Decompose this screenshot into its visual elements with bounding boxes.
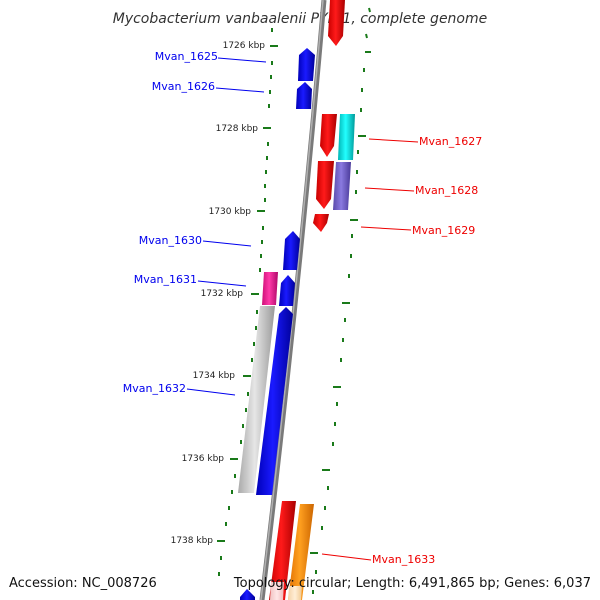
gene-label-mvan-1628[interactable]: Mvan_1628 [415,184,478,197]
light-pink-feature [270,582,284,600]
gene-arrow-top-partial[interactable] [328,0,345,46]
reverse-strand-track [269,0,355,600]
grey-feature[interactable] [238,306,275,493]
gene-label-mvan-1629[interactable]: Mvan_1629 [412,224,475,237]
gene-arrow-mvan-1627[interactable] [320,114,337,157]
scale-label-1730: 1730 kbp [209,207,252,217]
gene-arrow-mvan-1633[interactable] [269,501,296,600]
gene-arrow-mvan-1628[interactable] [316,161,334,209]
gene-arrow-mvan-1630[interactable] [283,231,300,270]
gene-label-mvan-1632[interactable]: Mvan_1632 [123,382,186,395]
reverse-gene-labels: Mvan_1627 Mvan_1628 Mvan_1629 Mvan_1633 [321,135,482,566]
scale-label-1732: 1732 kbp [201,289,244,299]
scale-label-1736: 1736 kbp [182,454,225,464]
inner-tick-ring [217,28,278,576]
genome-summary-text: Topology: circular; Length: 6,491,865 bp… [233,576,591,591]
magenta-feature[interactable] [262,272,278,305]
gene-label-mvan-1627[interactable]: Mvan_1627 [419,135,482,148]
gene-arrow-bottom-partial[interactable] [240,589,255,600]
gene-arrow-mvan-1632[interactable] [256,307,293,495]
outer-tick-ring [310,7,371,594]
genome-backbone [259,0,327,600]
orange-feature[interactable] [288,504,314,600]
gene-arrow-mvan-1626[interactable] [296,82,312,109]
forward-strand-track [238,48,315,600]
gene-arrow-mvan-1631[interactable] [279,275,295,306]
gene-label-mvan-1626[interactable]: Mvan_1626 [152,80,215,93]
cyan-feature[interactable] [338,114,355,160]
forward-gene-labels: Mvan_1625 Mvan_1626 Mvan_1630 Mvan_1631 … [123,50,267,396]
map-title: Mycobacterium vanbaalenii PYR-1, complet… [113,11,488,27]
scale-label-1734: 1734 kbp [193,371,236,381]
gene-label-mvan-1633[interactable]: Mvan_1633 [372,553,435,566]
light-peach-feature [288,586,302,600]
gene-arrow-mvan-1625[interactable] [298,48,315,81]
gene-label-mvan-1631[interactable]: Mvan_1631 [134,273,197,286]
scale-label-1728: 1728 kbp [216,124,259,134]
gene-label-mvan-1630[interactable]: Mvan_1630 [139,234,202,247]
lavender-feature[interactable] [333,162,351,210]
gene-arrow-mvan-1629[interactable] [313,214,329,232]
accession-text: Accession: NC_008726 [9,576,157,591]
scale-label-1726: 1726 kbp [223,41,266,51]
scale-label-1738: 1738 kbp [171,536,214,546]
gene-label-mvan-1625[interactable]: Mvan_1625 [155,50,218,63]
